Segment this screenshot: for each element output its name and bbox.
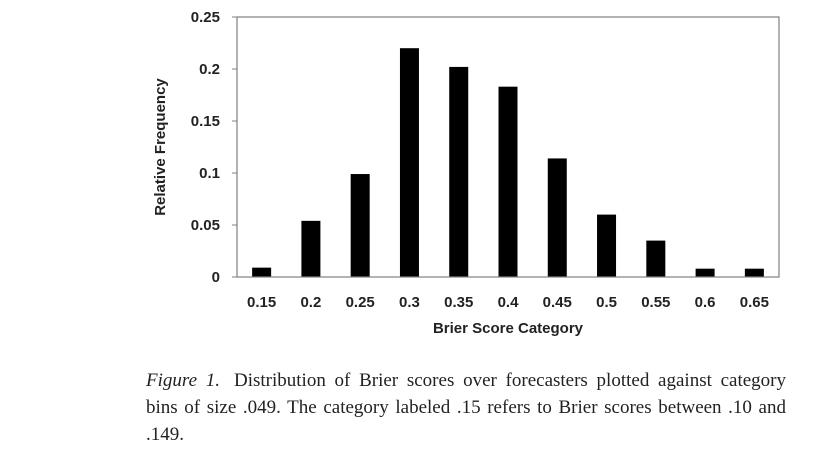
figure-label: Figure 1.: [146, 370, 220, 391]
y-axis-ticks: 0 0.05 0.1 0.15 0.2 0.25: [191, 9, 237, 286]
x-tick-label: 0.25: [346, 294, 375, 311]
y-tick-label: 0.25: [191, 9, 220, 26]
bars: [252, 48, 764, 278]
y-tick-label: 0.15: [191, 113, 220, 130]
y-tick-label: 0.1: [199, 165, 220, 182]
bar-0.55: [646, 240, 666, 277]
x-tick-label: 0.2: [300, 294, 321, 311]
x-tick-label: 0.4: [498, 294, 520, 311]
bar-0.5: [597, 214, 617, 277]
x-tick-label: 0.45: [543, 294, 572, 311]
x-tick-label: 0.6: [695, 294, 716, 311]
x-axis-label: Brier Score Category: [433, 320, 584, 337]
bar-0.6: [695, 268, 715, 277]
bar-0.2: [301, 220, 321, 277]
x-tick-label: 0.65: [740, 294, 769, 311]
y-tick-label: 0.05: [191, 217, 220, 234]
bar-chart: 00.050.10.150.20.25 0.15 0.2 0.25 0.3 0.35 0.…: [152, 9, 780, 337]
caption-text: Distribution of Brier scores over foreca…: [146, 370, 786, 445]
y-tick-label: 0: [212, 269, 220, 286]
bar-0.45: [547, 158, 567, 277]
bar-0.65: [744, 268, 764, 277]
plot-area-border: [236, 16, 780, 278]
bar-0.4: [498, 86, 518, 278]
bar-0.15: [252, 267, 272, 277]
x-tick-label: 0.5: [596, 294, 617, 311]
x-tick-label: 0.35: [444, 294, 473, 311]
x-axis-ticks: 0.15 0.2 0.25 0.3 0.35 0.4 0.45 0.5 0.55 0.6 0.65: [247, 294, 769, 311]
y-tick-label: 0.2: [199, 61, 220, 78]
figure-caption: Figure 1. Distribution of Brier scores ov…: [146, 367, 786, 448]
y-axis-label: Relative Frequency: [152, 78, 169, 216]
bar-0.25: [350, 174, 370, 277]
x-tick-label: 0.3: [399, 294, 420, 311]
x-tick-label: 0.55: [641, 294, 670, 311]
bar-0.35: [449, 66, 469, 277]
bar-0.3: [399, 48, 419, 278]
x-tick-label: 0.15: [247, 294, 276, 311]
